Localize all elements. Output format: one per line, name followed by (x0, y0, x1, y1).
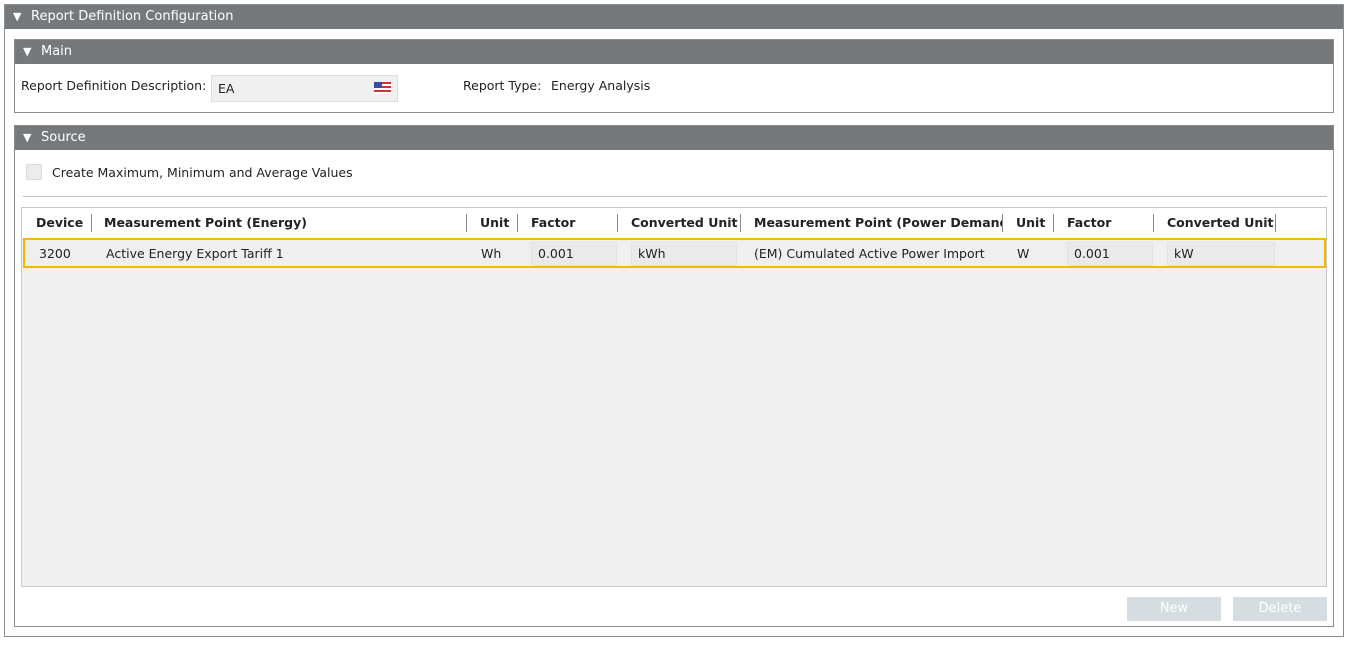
source-section: ▼ Source Create Maximum, Minimum and Aver… (14, 125, 1334, 627)
section-title: Main (41, 44, 73, 59)
cell-device: 3200 (39, 246, 71, 261)
cell-converted-unit-input[interactable]: kWh (631, 242, 737, 266)
report-type-label: Report Type: (463, 78, 542, 93)
column-header-converted-unit[interactable]: Converted Unit (617, 208, 740, 238)
column-divider[interactable] (1053, 214, 1054, 232)
main-section-header[interactable]: ▼ Main (15, 40, 1333, 64)
checkbox-label: Create Maximum, Minimum and Average Valu… (52, 165, 353, 180)
new-button[interactable]: New (1127, 597, 1221, 621)
collapse-triangle-icon[interactable]: ▼ (23, 131, 32, 144)
description-input[interactable]: EA (211, 75, 398, 102)
cell-energy-point[interactable]: Active Energy Export Tariff 1 (106, 246, 284, 261)
report-definition-header[interactable]: ▼ Report Definition Configuration (5, 5, 1343, 29)
column-divider[interactable] (1275, 214, 1276, 232)
divider (23, 196, 1327, 197)
main-section: ▼ Main Report Definition Description: EA … (14, 39, 1334, 113)
description-value: EA (218, 81, 235, 96)
delete-button[interactable]: Delete (1233, 597, 1327, 621)
column-divider[interactable] (91, 214, 92, 232)
column-header-power-converted-unit[interactable]: Converted Unit (1153, 208, 1275, 238)
column-header-device[interactable]: Device (22, 208, 92, 238)
collapse-triangle-icon[interactable]: ▼ (13, 10, 22, 23)
collapse-triangle-icon[interactable]: ▼ (23, 45, 32, 58)
column-header-unit[interactable]: Unit (466, 208, 517, 238)
column-divider[interactable] (1153, 214, 1154, 232)
cell-power-converted-unit-input[interactable]: kW (1167, 242, 1275, 266)
source-table: Device Measurement Point (Energy) Unit F… (21, 207, 1327, 587)
cell-power-factor-input[interactable]: 0.001 (1067, 242, 1153, 266)
column-divider[interactable] (1002, 214, 1003, 232)
source-section-header[interactable]: ▼ Source (15, 126, 1333, 150)
cell-power-point[interactable]: (EM) Cumulated Active Power Import (754, 246, 985, 261)
column-header-power-unit[interactable]: Unit (1002, 208, 1053, 238)
table-row[interactable]: 3200 Active Energy Export Tariff 1 Wh 0.… (23, 238, 1326, 268)
column-header-power-factor[interactable]: Factor (1053, 208, 1153, 238)
column-divider[interactable] (740, 214, 741, 232)
us-flag-icon[interactable] (374, 82, 391, 94)
column-header-energy-point[interactable]: Measurement Point (Energy) (90, 208, 468, 238)
column-divider[interactable] (517, 214, 518, 232)
column-divider[interactable] (466, 214, 467, 232)
min-max-avg-checkbox[interactable] (26, 164, 42, 180)
column-divider[interactable] (617, 214, 618, 232)
description-label: Report Definition Description: (21, 78, 207, 93)
cell-factor-input[interactable]: 0.001 (531, 242, 617, 266)
column-header-power-point[interactable]: Measurement Point (Power Demand) (740, 208, 1014, 238)
report-type-value: Energy Analysis (551, 78, 651, 93)
cell-power-unit: W (1017, 246, 1030, 261)
table-header: Device Measurement Point (Energy) Unit F… (22, 208, 1326, 238)
section-title: Source (41, 130, 86, 145)
cell-unit: Wh (481, 246, 502, 261)
panel-title: Report Definition Configuration (31, 9, 234, 24)
column-header-factor[interactable]: Factor (517, 208, 617, 238)
